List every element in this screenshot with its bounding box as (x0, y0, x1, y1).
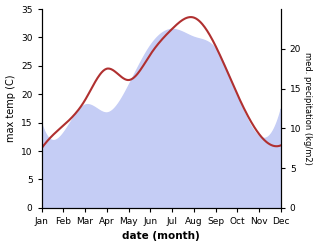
Y-axis label: med. precipitation (kg/m2): med. precipitation (kg/m2) (303, 52, 313, 165)
Y-axis label: max temp (C): max temp (C) (5, 75, 16, 142)
X-axis label: date (month): date (month) (122, 231, 200, 242)
